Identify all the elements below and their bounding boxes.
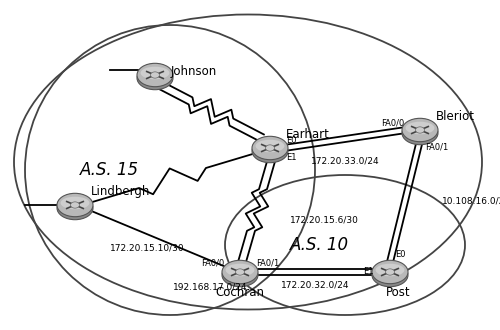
Text: Cochran: Cochran [216,286,264,299]
Ellipse shape [236,269,244,275]
Ellipse shape [376,264,404,276]
Text: E1: E1 [364,268,374,277]
Ellipse shape [70,202,80,208]
Text: Earhart: Earhart [286,127,330,141]
Text: E0: E0 [395,250,406,259]
Text: Lindbergh: Lindbergh [91,184,150,197]
Ellipse shape [150,72,160,78]
Ellipse shape [252,136,288,160]
Ellipse shape [256,140,284,152]
Ellipse shape [222,263,258,287]
Ellipse shape [222,260,258,284]
Ellipse shape [416,127,424,133]
Ellipse shape [137,63,173,87]
Ellipse shape [140,67,170,79]
Text: Bleriot: Bleriot [436,110,475,122]
Ellipse shape [406,122,434,134]
Text: FA0/1: FA0/1 [425,142,448,151]
Ellipse shape [226,264,254,276]
Text: 172.20.32.0/24: 172.20.32.0/24 [281,280,349,289]
Text: A.S. 15: A.S. 15 [80,161,139,179]
Text: E0: E0 [286,136,296,145]
Ellipse shape [402,121,438,145]
Text: A.S. 10: A.S. 10 [290,236,349,254]
Ellipse shape [386,269,394,275]
Text: 192.168.17.0/24: 192.168.17.0/24 [173,282,247,291]
Ellipse shape [372,260,408,284]
Text: Post: Post [386,286,410,299]
Text: 172.20.33.0/24: 172.20.33.0/24 [310,156,380,165]
Text: Johnson: Johnson [171,64,217,78]
Text: 10.108.16.0/24: 10.108.16.0/24 [442,196,500,206]
Ellipse shape [402,118,438,142]
Ellipse shape [372,263,408,287]
Ellipse shape [60,197,90,209]
Ellipse shape [57,196,93,220]
Text: FA0/0: FA0/0 [201,258,224,267]
Text: 172.20.15.6/30: 172.20.15.6/30 [290,215,359,224]
Ellipse shape [57,193,93,217]
Ellipse shape [252,139,288,163]
Ellipse shape [137,66,173,90]
Ellipse shape [266,145,274,151]
Text: E1: E1 [286,153,296,162]
Text: FA0/0: FA0/0 [381,118,404,127]
Text: 172.20.15.10/30: 172.20.15.10/30 [110,244,185,252]
Text: FA0/1: FA0/1 [256,258,279,267]
